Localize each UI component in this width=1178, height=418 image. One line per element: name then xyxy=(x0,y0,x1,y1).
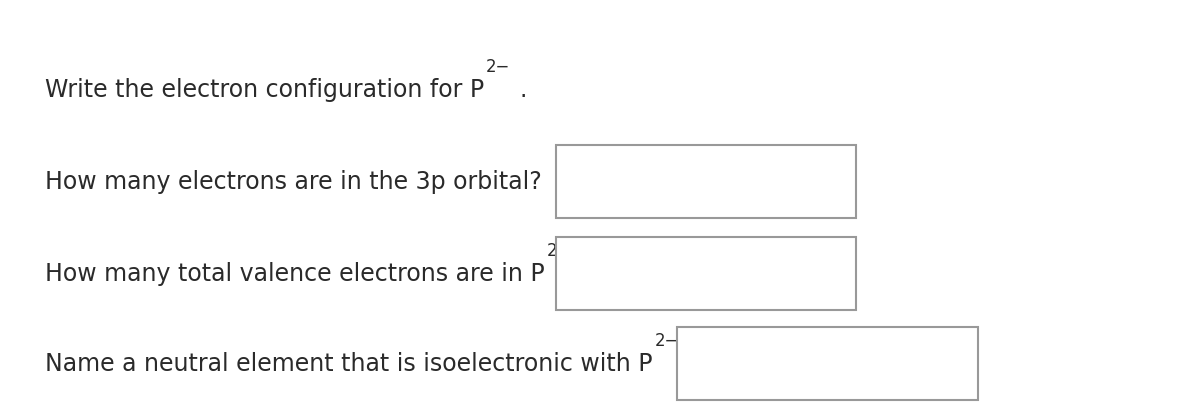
Text: Write the electron configuration for P: Write the electron configuration for P xyxy=(45,78,484,102)
Bar xyxy=(556,145,856,219)
Bar xyxy=(556,237,856,310)
Text: How many electrons are in the 3p orbital?: How many electrons are in the 3p orbital… xyxy=(45,170,542,194)
Text: 2−: 2− xyxy=(655,331,679,350)
Text: .: . xyxy=(519,78,527,102)
Text: How many total valence electrons are in P: How many total valence electrons are in … xyxy=(45,262,544,286)
Text: .: . xyxy=(688,352,695,376)
Text: 2−: 2− xyxy=(487,58,510,76)
Text: Name a neutral element that is isoelectronic with P: Name a neutral element that is isoelectr… xyxy=(45,352,653,376)
Bar xyxy=(677,327,978,400)
Text: ?: ? xyxy=(580,262,593,286)
Text: 2−: 2− xyxy=(547,242,571,260)
